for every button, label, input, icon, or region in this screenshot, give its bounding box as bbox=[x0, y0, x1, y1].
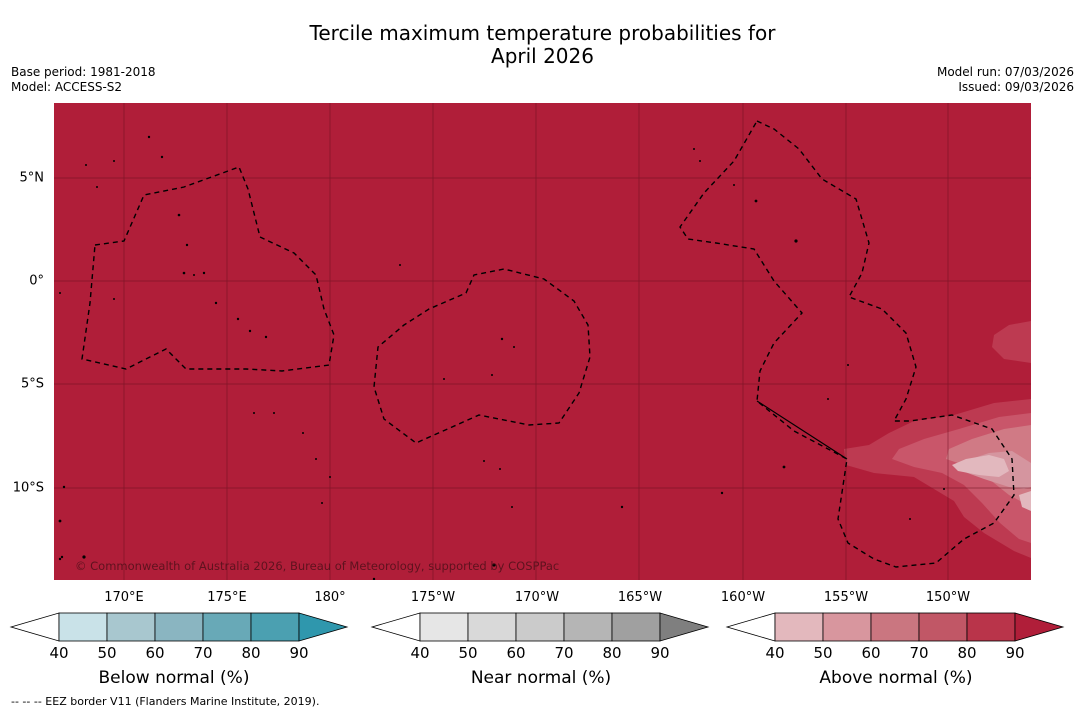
colorbar-near-segment bbox=[611, 612, 661, 642]
colorbar-above-high-extend bbox=[1014, 612, 1065, 642]
lat-label-10s: 10°S bbox=[12, 480, 44, 496]
islands bbox=[58, 135, 945, 580]
colorbar-below-high-extend bbox=[298, 612, 349, 642]
colorbar-near-low-extend bbox=[370, 612, 421, 642]
colorbar-above-tick: 60 bbox=[861, 644, 881, 662]
colorbar-near-tick: 60 bbox=[506, 644, 526, 662]
model-name: Model: ACCESS-S2 bbox=[11, 80, 123, 94]
colorbar-below-tick: 80 bbox=[241, 644, 261, 662]
map-title-line2: April 2026 bbox=[491, 44, 594, 68]
maritime-boundary bbox=[756, 400, 848, 460]
above-90-field bbox=[54, 103, 1031, 580]
eez-phoenix bbox=[373, 268, 591, 444]
colorbar-below-tick: 40 bbox=[49, 644, 69, 662]
lat-label-5n: 5°N bbox=[19, 170, 45, 186]
colorbar-above-segment bbox=[918, 612, 968, 642]
above-40-region bbox=[952, 455, 1031, 511]
colorbar-near-segment bbox=[515, 612, 565, 642]
colorbar-below-segment bbox=[106, 612, 156, 642]
colorbar-below-segment bbox=[58, 612, 108, 642]
colorbar-above-title: Above normal (%) bbox=[819, 668, 973, 688]
colorbar-near-tick: 90 bbox=[650, 644, 670, 662]
lon-label-170e: 170°E bbox=[104, 590, 144, 605]
colorbar-near-tick: 80 bbox=[602, 644, 622, 662]
map-credit: © Commonwealth of Australia 2026, Bureau… bbox=[75, 559, 559, 573]
issued-date: Issued: 09/03/2026 bbox=[958, 80, 1074, 94]
eez-kiribati-tuvalu bbox=[81, 166, 335, 372]
colorbar-above-tick: 50 bbox=[813, 644, 833, 662]
colorbar-below-tick: 90 bbox=[289, 644, 309, 662]
lon-label-175e: 175°E bbox=[207, 590, 247, 605]
lat-label-5s: 5°S bbox=[20, 376, 44, 392]
colorbar-above-segment bbox=[822, 612, 872, 642]
colorbar-below-tick: 50 bbox=[97, 644, 117, 662]
probability-map: © Commonwealth of Australia 2026, Bureau… bbox=[54, 103, 1031, 580]
map-canvas: © Commonwealth of Australia 2026, Bureau… bbox=[54, 103, 1031, 580]
model-run: Model run: 07/03/2026 bbox=[936, 65, 1074, 79]
colorbar-near-tick: 40 bbox=[410, 644, 430, 662]
colorbar-above-low-extend bbox=[725, 612, 776, 642]
colorbar-near-tick: 50 bbox=[458, 644, 478, 662]
colorbar-near-segment bbox=[419, 612, 469, 642]
colorbar-above-tick: 80 bbox=[957, 644, 977, 662]
colorbar-near-tick: 70 bbox=[554, 644, 574, 662]
colorbars bbox=[9, 612, 1065, 642]
graticule bbox=[54, 103, 1031, 580]
colorbar-above-tick: 90 bbox=[1005, 644, 1025, 662]
base-period: Base period: 1981-2018 bbox=[11, 65, 156, 79]
colorbar-below-segment bbox=[202, 612, 252, 642]
colorbar-below-tick: 70 bbox=[193, 644, 213, 662]
lon-label-150w: 150°W bbox=[925, 590, 971, 605]
colorbar-near-title: Near normal (%) bbox=[470, 668, 612, 688]
colorbar-below-segment bbox=[250, 612, 300, 642]
colorbar-above-segment bbox=[870, 612, 920, 642]
lon-label-175w: 175°W bbox=[410, 590, 456, 605]
colorbar-below-tick: 60 bbox=[145, 644, 165, 662]
colorbar-near-segment bbox=[467, 612, 517, 642]
colorbar-above-tick: 70 bbox=[909, 644, 929, 662]
colorbar-near-segment bbox=[563, 612, 613, 642]
map-title-line1: Tercile maximum temperature probabilitie… bbox=[309, 21, 776, 45]
lon-label-165w: 165°W bbox=[617, 590, 663, 605]
lon-label-160w: 160°W bbox=[720, 590, 766, 605]
colorbar-below-title: Below normal (%) bbox=[98, 668, 250, 688]
colorbar-below-low-extend bbox=[9, 612, 60, 642]
lat-label-0: 0° bbox=[29, 273, 44, 289]
eez-footnote: -- -- -- EEZ border V11 (Flanders Marine… bbox=[11, 695, 320, 708]
lon-label-180: 180° bbox=[314, 590, 346, 605]
colorbar-above-tick: 40 bbox=[765, 644, 785, 662]
colorbar-near-high-extend bbox=[659, 612, 710, 642]
colorbar-above-segment bbox=[966, 612, 1016, 642]
colorbar-below-segment bbox=[154, 612, 204, 642]
lon-label-170w: 170°W bbox=[514, 590, 560, 605]
lon-label-155w: 155°W bbox=[823, 590, 869, 605]
eez-borders bbox=[81, 120, 1015, 568]
colorbar-above-segment bbox=[774, 612, 824, 642]
